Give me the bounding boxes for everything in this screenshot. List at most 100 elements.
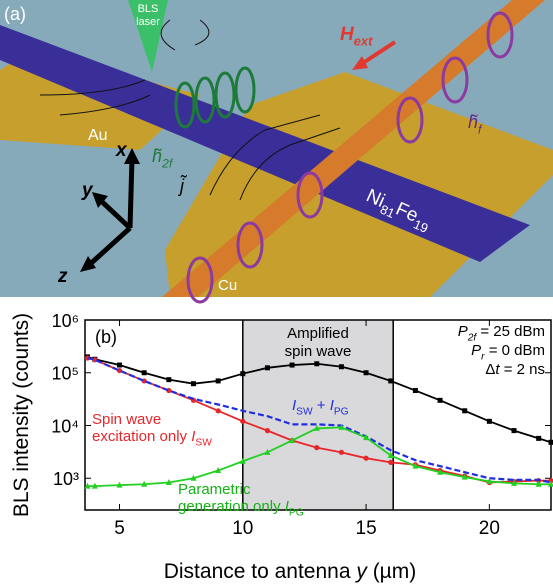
hf-label: h̃f bbox=[468, 112, 483, 136]
series-label-part: I bbox=[191, 428, 195, 445]
marker bbox=[486, 418, 492, 424]
marker bbox=[240, 418, 246, 424]
marker bbox=[314, 361, 320, 367]
current-flow bbox=[39, 19, 341, 201]
panel-label: (a) bbox=[4, 4, 26, 24]
series-label-part: excitation only bbox=[92, 428, 191, 445]
annotation-part: P bbox=[471, 342, 481, 359]
plot-frame bbox=[84, 319, 552, 511]
axis-heads bbox=[80, 148, 140, 272]
x-axis-title-part: (µm) bbox=[367, 560, 416, 583]
marker bbox=[548, 480, 553, 487]
h2f-label-part: h̃ bbox=[152, 146, 163, 166]
strip-label-part: 81 bbox=[378, 202, 397, 222]
au-label: Au bbox=[88, 127, 108, 144]
x-axis-title: Distance to antenna y (µm) bbox=[164, 560, 417, 583]
marker bbox=[190, 381, 196, 387]
marker bbox=[363, 455, 369, 461]
series-label-part: PG bbox=[334, 407, 349, 418]
series-label-part: generation only bbox=[178, 498, 285, 515]
h2f-label-part: 2f bbox=[161, 156, 174, 170]
axis-letter: y bbox=[81, 180, 94, 201]
region-label: spin wave bbox=[285, 343, 352, 360]
marker bbox=[548, 478, 553, 484]
marker bbox=[363, 434, 370, 441]
marker bbox=[511, 479, 518, 486]
field-arrow bbox=[358, 40, 397, 67]
axis-letter: x bbox=[115, 140, 128, 161]
marker bbox=[215, 378, 221, 384]
annotation-part: 2f bbox=[467, 333, 478, 344]
marker bbox=[338, 423, 345, 430]
marker bbox=[116, 481, 123, 488]
annotation: Pr = 0 dBm bbox=[471, 342, 545, 363]
marker bbox=[511, 428, 517, 434]
marker bbox=[462, 408, 468, 414]
series-label-part: I bbox=[330, 397, 334, 414]
marker bbox=[141, 370, 147, 376]
coordinate-axes bbox=[86, 157, 135, 268]
marker bbox=[166, 377, 172, 383]
marker bbox=[141, 480, 148, 487]
annotation-part: r bbox=[481, 352, 485, 363]
marker bbox=[165, 479, 172, 486]
annotation: P2f = 25 dBm bbox=[458, 323, 545, 344]
shaded-region bbox=[242, 320, 394, 510]
series-label: Parametric bbox=[178, 481, 251, 498]
illustration bbox=[0, 0, 553, 304]
h2f-label: h̃2f bbox=[152, 146, 174, 170]
y-tick-label: 10⁵ bbox=[52, 364, 79, 384]
x-tick-label: 5 bbox=[114, 518, 125, 539]
series-label-part: Spin wave bbox=[92, 411, 161, 428]
x-axis-title-part: Distance to antenna bbox=[164, 560, 357, 583]
h2f-loops bbox=[174, 66, 256, 129]
series-label-part: SW bbox=[195, 438, 212, 449]
series-label: ISW + IPG bbox=[292, 397, 349, 418]
marker bbox=[190, 474, 197, 481]
series-label-part: + bbox=[313, 397, 330, 414]
marker bbox=[486, 477, 493, 484]
hf-label-part: h̃ bbox=[468, 112, 479, 132]
series-label-part: I bbox=[292, 397, 296, 414]
field-label-part: ext bbox=[354, 34, 373, 49]
laser-label: laser bbox=[136, 16, 160, 28]
series-label-part: SW bbox=[296, 407, 313, 418]
laser-label: BLS bbox=[138, 3, 159, 15]
annotation-part: = 2 ns bbox=[500, 361, 545, 378]
series-line bbox=[87, 356, 552, 484]
series-label-part: I bbox=[285, 498, 289, 515]
x-tick-label: 20 bbox=[479, 518, 500, 539]
marker bbox=[215, 467, 222, 474]
marker bbox=[264, 448, 271, 455]
marker bbox=[314, 445, 320, 451]
series-label: Spin wave bbox=[92, 411, 161, 428]
laser-beam bbox=[128, 0, 168, 72]
marker bbox=[313, 424, 320, 431]
annotation-part: = 25 dBm bbox=[476, 323, 545, 340]
field-label-part: H bbox=[340, 24, 355, 45]
marker bbox=[264, 365, 270, 371]
field-label: Hext bbox=[340, 24, 373, 49]
field-arrow-head bbox=[352, 56, 368, 70]
series-label-part: PG bbox=[289, 508, 304, 519]
marker bbox=[91, 482, 98, 489]
annotation-part: = 0 dBm bbox=[485, 342, 545, 359]
marker bbox=[215, 408, 221, 414]
annotation-part: P bbox=[458, 323, 468, 340]
series-label: excitation only ISW bbox=[92, 428, 212, 449]
marker bbox=[388, 459, 394, 465]
marker bbox=[461, 473, 468, 480]
y-tick-label: 10⁶ bbox=[52, 311, 79, 331]
marker bbox=[437, 468, 444, 475]
marker bbox=[289, 436, 296, 443]
y-tick-label: 10³ bbox=[53, 469, 79, 489]
x-axis-title-part: y bbox=[354, 560, 368, 583]
hf-loops bbox=[186, 11, 514, 304]
cu-label: Cu bbox=[218, 277, 237, 294]
annotation-part: t bbox=[495, 361, 500, 378]
marker bbox=[412, 462, 419, 469]
marker bbox=[289, 362, 295, 368]
current-label: j̃ bbox=[177, 175, 188, 196]
marker bbox=[363, 370, 369, 376]
marker bbox=[437, 397, 443, 403]
